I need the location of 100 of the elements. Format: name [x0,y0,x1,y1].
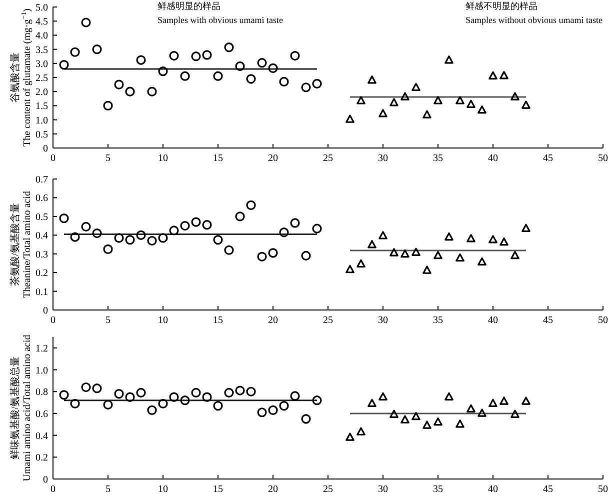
point [224,388,234,398]
point [202,50,212,60]
point [136,55,146,65]
point [235,386,245,396]
x-tick-label: 30 [378,484,388,495]
y-tick-label: 0.2 [36,268,48,280]
x-tick-label: 50 [598,315,608,326]
point [400,92,410,100]
point [257,58,267,68]
point [279,76,289,87]
point [346,432,354,441]
point [488,398,498,408]
point [356,259,366,268]
point [180,396,190,406]
y-tick-label: 0.8 [36,387,48,398]
point [235,212,245,222]
point [444,392,454,400]
x-tick-label: 20 [268,484,278,495]
point [279,401,289,411]
point [434,417,442,426]
point [378,231,388,240]
point [456,420,464,428]
x-tick-label: 5 [106,315,110,326]
point [422,420,432,429]
point [246,200,256,210]
point [444,232,454,241]
point [268,63,278,73]
point [356,427,366,436]
point [312,224,322,234]
point [368,398,376,408]
point [478,105,486,114]
point [169,226,179,236]
x-tick-label: 40 [488,315,498,326]
point [510,92,520,100]
x-tick-label: 45 [543,315,553,326]
point [390,410,398,418]
point [70,232,80,242]
point [235,61,245,72]
y-tick-label: 2.0 [36,87,48,98]
point [136,230,146,240]
point [500,396,508,405]
x-tick-label: 15 [213,484,223,495]
point [378,109,388,118]
point [92,228,102,238]
point [412,248,420,256]
point [180,71,190,81]
point [147,236,157,246]
point [390,248,398,256]
point [400,415,410,424]
point [70,398,80,408]
x-tick-label: 35 [433,315,443,326]
point [456,96,464,104]
y-tick-label: 2.5 [36,73,48,84]
point [312,78,322,89]
y-tick-label: 4.5 [36,16,48,28]
point [488,71,498,80]
point [510,410,520,418]
y-tick-label: 1.2 [36,343,48,354]
point [136,388,146,398]
y-tick-label: 5.0 [36,2,48,14]
y-tick-label: 0.5 [36,129,48,140]
point [510,250,520,260]
point [224,42,234,52]
point [246,74,256,84]
y-tick-label: 3.0 [36,58,48,70]
point [158,66,168,76]
y-tick-label: 0.5 [36,212,48,223]
y-tick-label: 0.4 [36,230,48,242]
point [202,392,212,402]
y-tick-label: 0.4 [36,430,48,442]
point [147,86,157,96]
x-tick-label: 25 [323,315,333,326]
point [213,71,223,81]
point [290,50,300,61]
y-tick-label: 0 [43,474,48,486]
y-tick-label: 0.1 [36,286,48,298]
point [522,396,530,405]
y-tick-label: 1.0 [36,365,48,376]
x-tick-label: 0 [50,315,56,326]
point [279,228,289,238]
point [268,405,278,415]
y-tick-label: 0.3 [36,249,48,260]
point [81,222,91,232]
point [246,386,256,396]
point [346,114,354,123]
point [434,96,442,104]
y-tick-label: 0.2 [36,452,48,464]
point [422,266,432,274]
point [125,235,135,245]
point [488,235,498,244]
x-tick-label: 15 [213,153,223,164]
y-tick-label: 3.5 [36,44,48,56]
point [103,400,113,410]
point [125,86,135,96]
point [114,233,124,243]
x-tick-label: 20 [268,315,278,326]
point [224,245,234,255]
point [213,235,223,245]
point [466,404,476,412]
point [500,237,508,246]
